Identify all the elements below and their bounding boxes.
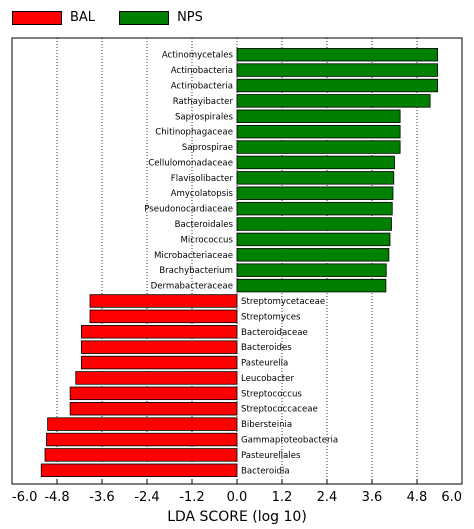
bar-label-21: Leucobacter xyxy=(241,374,294,384)
bar-label-2: Actinobacteria xyxy=(171,81,233,91)
bar-10 xyxy=(236,201,393,216)
legend-swatch-bal xyxy=(12,10,62,25)
bar-label-27: Bacteroidia xyxy=(241,466,290,476)
x-tick-label-2: -3.6 xyxy=(89,490,114,505)
bar-9 xyxy=(236,186,394,200)
bar-label-19: Bacteroides xyxy=(241,343,292,353)
bar-label-26: Pasteurellales xyxy=(241,451,301,461)
bar-label-8: Flavisolibacter xyxy=(171,174,234,184)
bar-label-10: Pseudonocardiaceae xyxy=(144,205,233,215)
bar-19 xyxy=(80,340,238,354)
x-tick-label-0: -6.0 xyxy=(12,490,37,505)
x-axis-title: LDA SCORE (log 10) xyxy=(167,509,307,525)
bar-label-14: Brachybacterium xyxy=(159,266,233,276)
bar-1 xyxy=(236,63,439,77)
x-tick-label-6: 1.2 xyxy=(272,490,293,505)
legend-swatch-nps xyxy=(119,10,170,25)
bar-0 xyxy=(236,47,439,62)
bar-label-24: Bibersteinia xyxy=(241,420,292,430)
bar-14 xyxy=(236,263,387,277)
x-tick-label-7: 2.4 xyxy=(317,490,338,505)
bar-7 xyxy=(236,155,395,170)
bar-6 xyxy=(236,140,401,154)
bar-label-5: Chitinophagaceae xyxy=(155,128,233,138)
bar-label-25: Gammaproteobacteria xyxy=(241,436,338,446)
bar-label-23: Streptococcaceae xyxy=(241,405,318,415)
legend-entry-bal: BAL xyxy=(12,10,95,25)
bar-25 xyxy=(46,432,238,447)
bar-20 xyxy=(80,355,238,370)
bar-label-13: Microbacteriaceae xyxy=(154,251,233,261)
bar-label-12: Micrococcus xyxy=(181,235,234,245)
bar-label-11: Bacteroidales xyxy=(175,220,234,230)
bar-23 xyxy=(69,402,238,416)
bar-24 xyxy=(47,417,238,431)
bar-label-16: Streptomycetaceae xyxy=(241,297,325,307)
bar-21 xyxy=(75,371,238,385)
x-tick-label-10: 6.0 xyxy=(441,490,462,505)
legend: BAL NPS xyxy=(12,10,227,25)
bar-label-9: Amycolatopsis xyxy=(171,189,234,199)
bar-label-15: Dermabacteraceae xyxy=(151,282,233,292)
legend-label-bal: BAL xyxy=(70,10,96,25)
bar-3 xyxy=(236,94,431,108)
x-ticks-group: -6.0 -4.8 -3.6 -2.4 -1.2 0.0 1.2 2.4 3.6 4.8 6.0 xyxy=(11,479,463,505)
bar-label-3: Rathayibacter xyxy=(173,97,234,107)
x-tick-label-9: 4.8 xyxy=(407,490,428,505)
bar-label-20: Pasteurella xyxy=(241,359,288,369)
bar-label-4: Saprospirales xyxy=(175,112,234,122)
x-tick-label-3: -2.4 xyxy=(134,490,159,505)
bar-4 xyxy=(236,109,401,123)
bar-11 xyxy=(236,217,392,231)
legend-label-nps: NPS xyxy=(177,10,203,25)
bar-label-22: Streptococcus xyxy=(241,389,302,399)
x-tick-label-1: -4.8 xyxy=(44,490,69,505)
bar-label-18: Bacteroidaceae xyxy=(241,328,308,338)
x-tick-label-8: 3.6 xyxy=(362,490,383,505)
x-tick-label-4: -1.2 xyxy=(179,490,204,505)
x-tick-label-5: 0.0 xyxy=(227,490,248,505)
bar-label-1: Actinobacteria xyxy=(171,66,233,76)
bar-17 xyxy=(89,309,238,324)
bar-13 xyxy=(236,248,390,262)
bar-12 xyxy=(236,232,391,247)
bar-15 xyxy=(236,278,387,293)
bar-18 xyxy=(80,325,238,339)
bar-label-7: Cellulomonadaceae xyxy=(148,158,233,168)
bar-label-17: Streptomyces xyxy=(241,312,301,322)
bar-16 xyxy=(89,294,238,308)
bars-group xyxy=(40,47,439,478)
bar-labels-group: Actinomycetales Actinobacteria Actinobacte… xyxy=(144,51,338,477)
legend-entry-nps: NPS xyxy=(119,10,203,25)
bar-label-6: Saprospirae xyxy=(182,143,233,153)
bar-26 xyxy=(44,448,238,462)
bar-8 xyxy=(236,171,395,185)
bar-27 xyxy=(40,463,238,478)
bar-label-0: Actinomycetales xyxy=(162,51,234,61)
bar-2 xyxy=(236,78,439,93)
bar-22 xyxy=(69,386,238,401)
bar-5 xyxy=(236,124,401,139)
